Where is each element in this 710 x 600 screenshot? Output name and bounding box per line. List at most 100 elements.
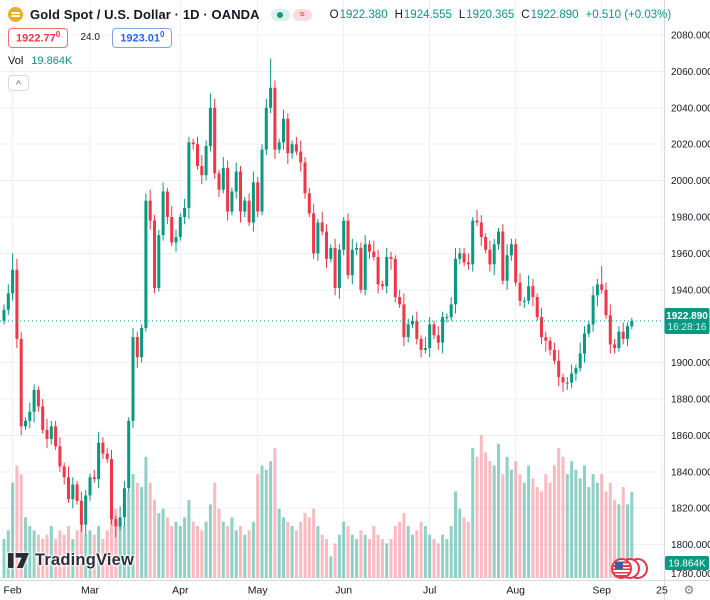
volume-bar bbox=[587, 487, 591, 578]
volume-bar bbox=[621, 487, 625, 578]
candle-body bbox=[574, 368, 578, 374]
volume-bar bbox=[355, 539, 359, 578]
economic-events-badge[interactable] bbox=[611, 558, 649, 579]
time-axis[interactable]: Feb Mar Apr May Jun Jul Aug Sep 25 bbox=[4, 585, 668, 597]
volume-bar bbox=[380, 539, 384, 578]
volume-bar bbox=[583, 465, 586, 578]
volume-bar bbox=[273, 448, 277, 578]
volume-bar bbox=[454, 491, 457, 578]
price-tick-label: 1840.000 bbox=[671, 467, 710, 478]
volume-value: 19.864K bbox=[31, 54, 73, 67]
volume-bar bbox=[19, 474, 23, 578]
collapse-legend-button[interactable]: ^ bbox=[8, 74, 29, 91]
volume-bar bbox=[153, 500, 156, 578]
volume-bar bbox=[41, 539, 45, 578]
candle-body bbox=[200, 166, 204, 176]
market-open-status-icon[interactable] bbox=[270, 8, 290, 21]
candle-body bbox=[19, 338, 23, 427]
candle-body bbox=[441, 317, 445, 343]
candle-body bbox=[67, 477, 70, 500]
time-tick-label: Mar bbox=[81, 585, 100, 597]
axis-settings-button[interactable]: ⚙ bbox=[680, 582, 698, 598]
candle-body bbox=[88, 477, 92, 496]
candle-body bbox=[105, 453, 109, 460]
candle-body bbox=[428, 324, 432, 349]
volume-bar bbox=[441, 534, 445, 578]
candle-body bbox=[144, 200, 148, 329]
volume-bar bbox=[84, 534, 88, 578]
volume-bar bbox=[475, 456, 479, 578]
candle-body bbox=[419, 338, 423, 350]
candle-body bbox=[411, 320, 414, 325]
candle-body bbox=[613, 344, 617, 349]
volume-bar bbox=[385, 543, 389, 578]
candle-body bbox=[230, 191, 234, 212]
volume-bar bbox=[118, 521, 122, 578]
volume-bar bbox=[497, 443, 500, 578]
price-axis[interactable]: 1780.000 1800.000 1820.000 1840.000 1860.000… bbox=[671, 31, 710, 581]
volume-bar bbox=[514, 461, 518, 578]
candle-body bbox=[277, 142, 281, 150]
candle-body bbox=[355, 247, 359, 250]
volume-bar bbox=[307, 517, 311, 578]
volume-bar bbox=[114, 508, 118, 578]
gear-icon: ⚙ bbox=[683, 583, 695, 597]
volume-bar bbox=[122, 526, 126, 578]
volume-bar bbox=[226, 526, 230, 578]
delayed-data-icon[interactable]: ≈ bbox=[292, 8, 312, 21]
price-tick-label: 1820.000 bbox=[671, 504, 710, 515]
volume-bar bbox=[277, 508, 281, 578]
volume-bar bbox=[36, 534, 40, 578]
candle-body bbox=[368, 244, 371, 252]
price-tick-label: 2080.000 bbox=[671, 31, 710, 42]
volume-bar bbox=[67, 526, 70, 578]
volume-bar bbox=[75, 530, 79, 578]
candle-body bbox=[385, 257, 389, 287]
candle-body bbox=[406, 324, 410, 338]
volume-bar bbox=[578, 478, 582, 578]
candle-body bbox=[337, 249, 341, 288]
volume-bar bbox=[71, 539, 75, 578]
candle-body bbox=[626, 326, 629, 339]
time-tick-label: 25 bbox=[656, 585, 668, 597]
volume-bar bbox=[196, 526, 199, 578]
candle-body bbox=[346, 220, 350, 276]
candle-body bbox=[449, 304, 453, 318]
tradingview-logo[interactable]: TradingView bbox=[8, 551, 134, 570]
tradingview-logo-text: TradingView bbox=[35, 551, 135, 569]
time-tick-label: Jun bbox=[335, 585, 352, 597]
candle-body bbox=[239, 171, 242, 212]
volume-bar bbox=[217, 508, 221, 578]
volume-bar bbox=[294, 530, 298, 578]
candle-body bbox=[514, 244, 518, 283]
candle-body bbox=[522, 300, 526, 302]
candle-body bbox=[630, 320, 634, 327]
volume-bar bbox=[174, 521, 178, 578]
candle-body bbox=[28, 411, 32, 421]
volume-row: Vol 19.864K bbox=[8, 55, 671, 67]
volume-bar bbox=[561, 456, 565, 578]
volume-bar bbox=[630, 491, 634, 578]
open-value: 1922.380 bbox=[339, 8, 388, 21]
volume-bar bbox=[32, 530, 36, 578]
tradingview-logo-mark-icon bbox=[8, 553, 29, 568]
volume-bar bbox=[626, 504, 629, 578]
candle-body bbox=[316, 222, 320, 254]
change-value: +0.510 (+0.03%) bbox=[585, 8, 672, 21]
volume-bar bbox=[312, 508, 316, 578]
volume-bar bbox=[204, 521, 208, 578]
sell-bid-button[interactable]: 1922.770 bbox=[8, 28, 69, 48]
price-tick-label: 1880.000 bbox=[671, 395, 710, 406]
candle-body bbox=[251, 182, 255, 223]
candle-body bbox=[15, 269, 19, 339]
buy-ask-button[interactable]: 1923.010 bbox=[112, 28, 173, 48]
symbol-title[interactable]: Gold Spot / U.S. Dollar · 1D · OANDA bbox=[30, 7, 260, 22]
volume-bar bbox=[170, 526, 174, 578]
low-label: L bbox=[458, 8, 466, 21]
candle-body bbox=[531, 286, 535, 298]
candle-body bbox=[548, 340, 552, 350]
candle-body bbox=[92, 477, 96, 480]
